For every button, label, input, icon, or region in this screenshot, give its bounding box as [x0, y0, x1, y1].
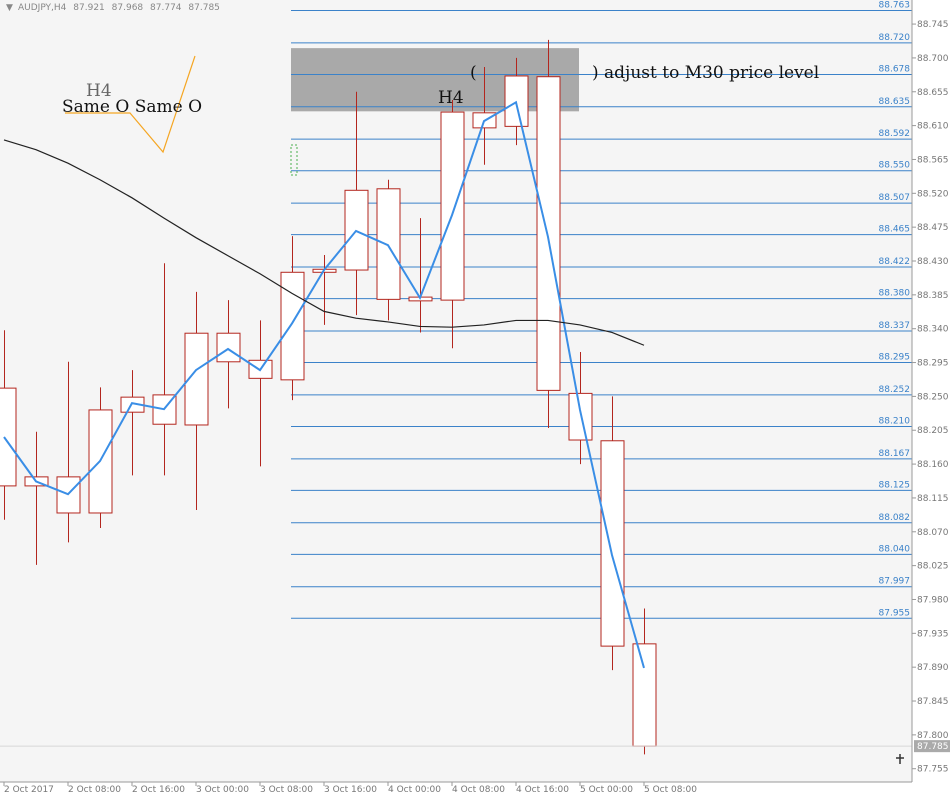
- x-tick-label: 3 Oct 16:00: [324, 785, 377, 794]
- header: AUDJPY,H4 87.921 87.968 87.774 87.785: [18, 3, 220, 13]
- level-label: 88.550: [879, 161, 911, 171]
- level-label: 88.422: [879, 257, 911, 267]
- level-label: 88.040: [879, 544, 911, 554]
- x-tick-label: 4 Oct 16:00: [516, 785, 569, 794]
- y-tick-label: 87.980: [917, 595, 949, 605]
- y-tick-label: 88.295: [917, 359, 949, 369]
- level-label: 88.337: [879, 321, 911, 331]
- candle-body: [216, 332, 241, 363]
- y-tick-label: 88.430: [917, 257, 949, 267]
- y-tick-label: 88.520: [917, 189, 949, 199]
- zone: [291, 48, 579, 112]
- x-tick-label: 3 Oct 00:00: [196, 785, 249, 794]
- zigzag: [65, 55, 196, 154]
- header-low: 87.774: [150, 3, 182, 13]
- level-label: 88.167: [879, 449, 911, 459]
- level-label: 88.507: [879, 193, 911, 203]
- y-tick-label: 88.160: [917, 460, 949, 470]
- small-zone: [290, 144, 298, 176]
- x-tick-label: 3 Oct 08:00: [260, 785, 313, 794]
- header-arrow: ▼: [6, 3, 13, 13]
- candle-body: [0, 387, 17, 487]
- header-open: 87.921: [73, 3, 105, 13]
- level-label: 88.763: [879, 1, 911, 11]
- y-tick-label: 88.025: [917, 562, 949, 572]
- y-tick-label: 88.070: [917, 528, 949, 538]
- level-label: 88.252: [879, 385, 911, 395]
- annotation: H4: [86, 81, 112, 101]
- y-tick-label: 88.745: [917, 20, 949, 30]
- x-tick-label: 5 Oct 08:00: [644, 785, 697, 794]
- level-label: 88.720: [879, 33, 911, 43]
- candle-body: [184, 332, 209, 426]
- header-high: 87.968: [112, 3, 144, 13]
- candle-body: [536, 76, 561, 391]
- level-label: 88.592: [879, 129, 911, 139]
- annotation: ) adjust to M30 price level: [592, 63, 819, 83]
- y-tick-label: 87.935: [917, 629, 949, 639]
- level-label: 87.955: [879, 608, 911, 618]
- y-tick-label: 88.205: [917, 426, 949, 436]
- x-tick-label: 2 Oct 08:00: [68, 785, 121, 794]
- annotation: Same O Same O: [62, 97, 202, 117]
- price-label: 87.785: [917, 742, 949, 752]
- candle-body: [632, 643, 657, 747]
- crosshair-icon: [896, 754, 904, 764]
- line-series: [3, 100, 645, 669]
- price-box: [914, 740, 950, 753]
- candle-body: [440, 111, 465, 301]
- level-label: 88.210: [879, 416, 911, 426]
- line-series: [3, 139, 645, 346]
- candle-body: [280, 271, 305, 381]
- level-label: 88.465: [879, 225, 911, 235]
- annotation: (: [470, 63, 477, 83]
- x-tick-label: 2 Oct 16:00: [132, 785, 185, 794]
- y-tick-label: 88.475: [917, 223, 949, 233]
- y-tick-label: 87.755: [917, 765, 949, 775]
- level-label: 88.082: [879, 513, 911, 523]
- level-label: 88.635: [879, 97, 911, 107]
- header-close: 87.785: [188, 3, 220, 13]
- level-label: 88.295: [879, 353, 911, 363]
- x-tick-label: 2 Oct 2017: [4, 785, 54, 794]
- y-tick-label: 88.700: [917, 54, 949, 64]
- y-tick-label: 88.385: [917, 291, 949, 301]
- y-tick-label: 87.845: [917, 697, 949, 707]
- level-label: 88.125: [879, 480, 911, 490]
- level-label: 88.678: [879, 64, 911, 74]
- y-tick-label: 88.340: [917, 325, 949, 335]
- y-tick-label: 88.655: [917, 88, 949, 98]
- x-tick-label: 4 Oct 08:00: [452, 785, 505, 794]
- y-tick-label: 88.250: [917, 392, 949, 402]
- annotation: H4: [438, 88, 464, 108]
- x-tick-label: 4 Oct 00:00: [388, 785, 441, 794]
- level-label: 87.997: [879, 577, 911, 587]
- candle-body: [376, 188, 401, 300]
- y-tick-label: 88.115: [917, 494, 949, 504]
- candle-body: [600, 440, 625, 647]
- x-tick-label: 5 Oct 00:00: [580, 785, 633, 794]
- y-tick-label: 87.800: [917, 731, 949, 741]
- y-tick-label: 88.565: [917, 155, 949, 165]
- level-label: 88.380: [879, 289, 911, 299]
- y-tick-label: 88.610: [917, 122, 949, 132]
- y-tick-label: 87.890: [917, 663, 949, 673]
- symbol: AUDJPY,H4: [18, 3, 67, 13]
